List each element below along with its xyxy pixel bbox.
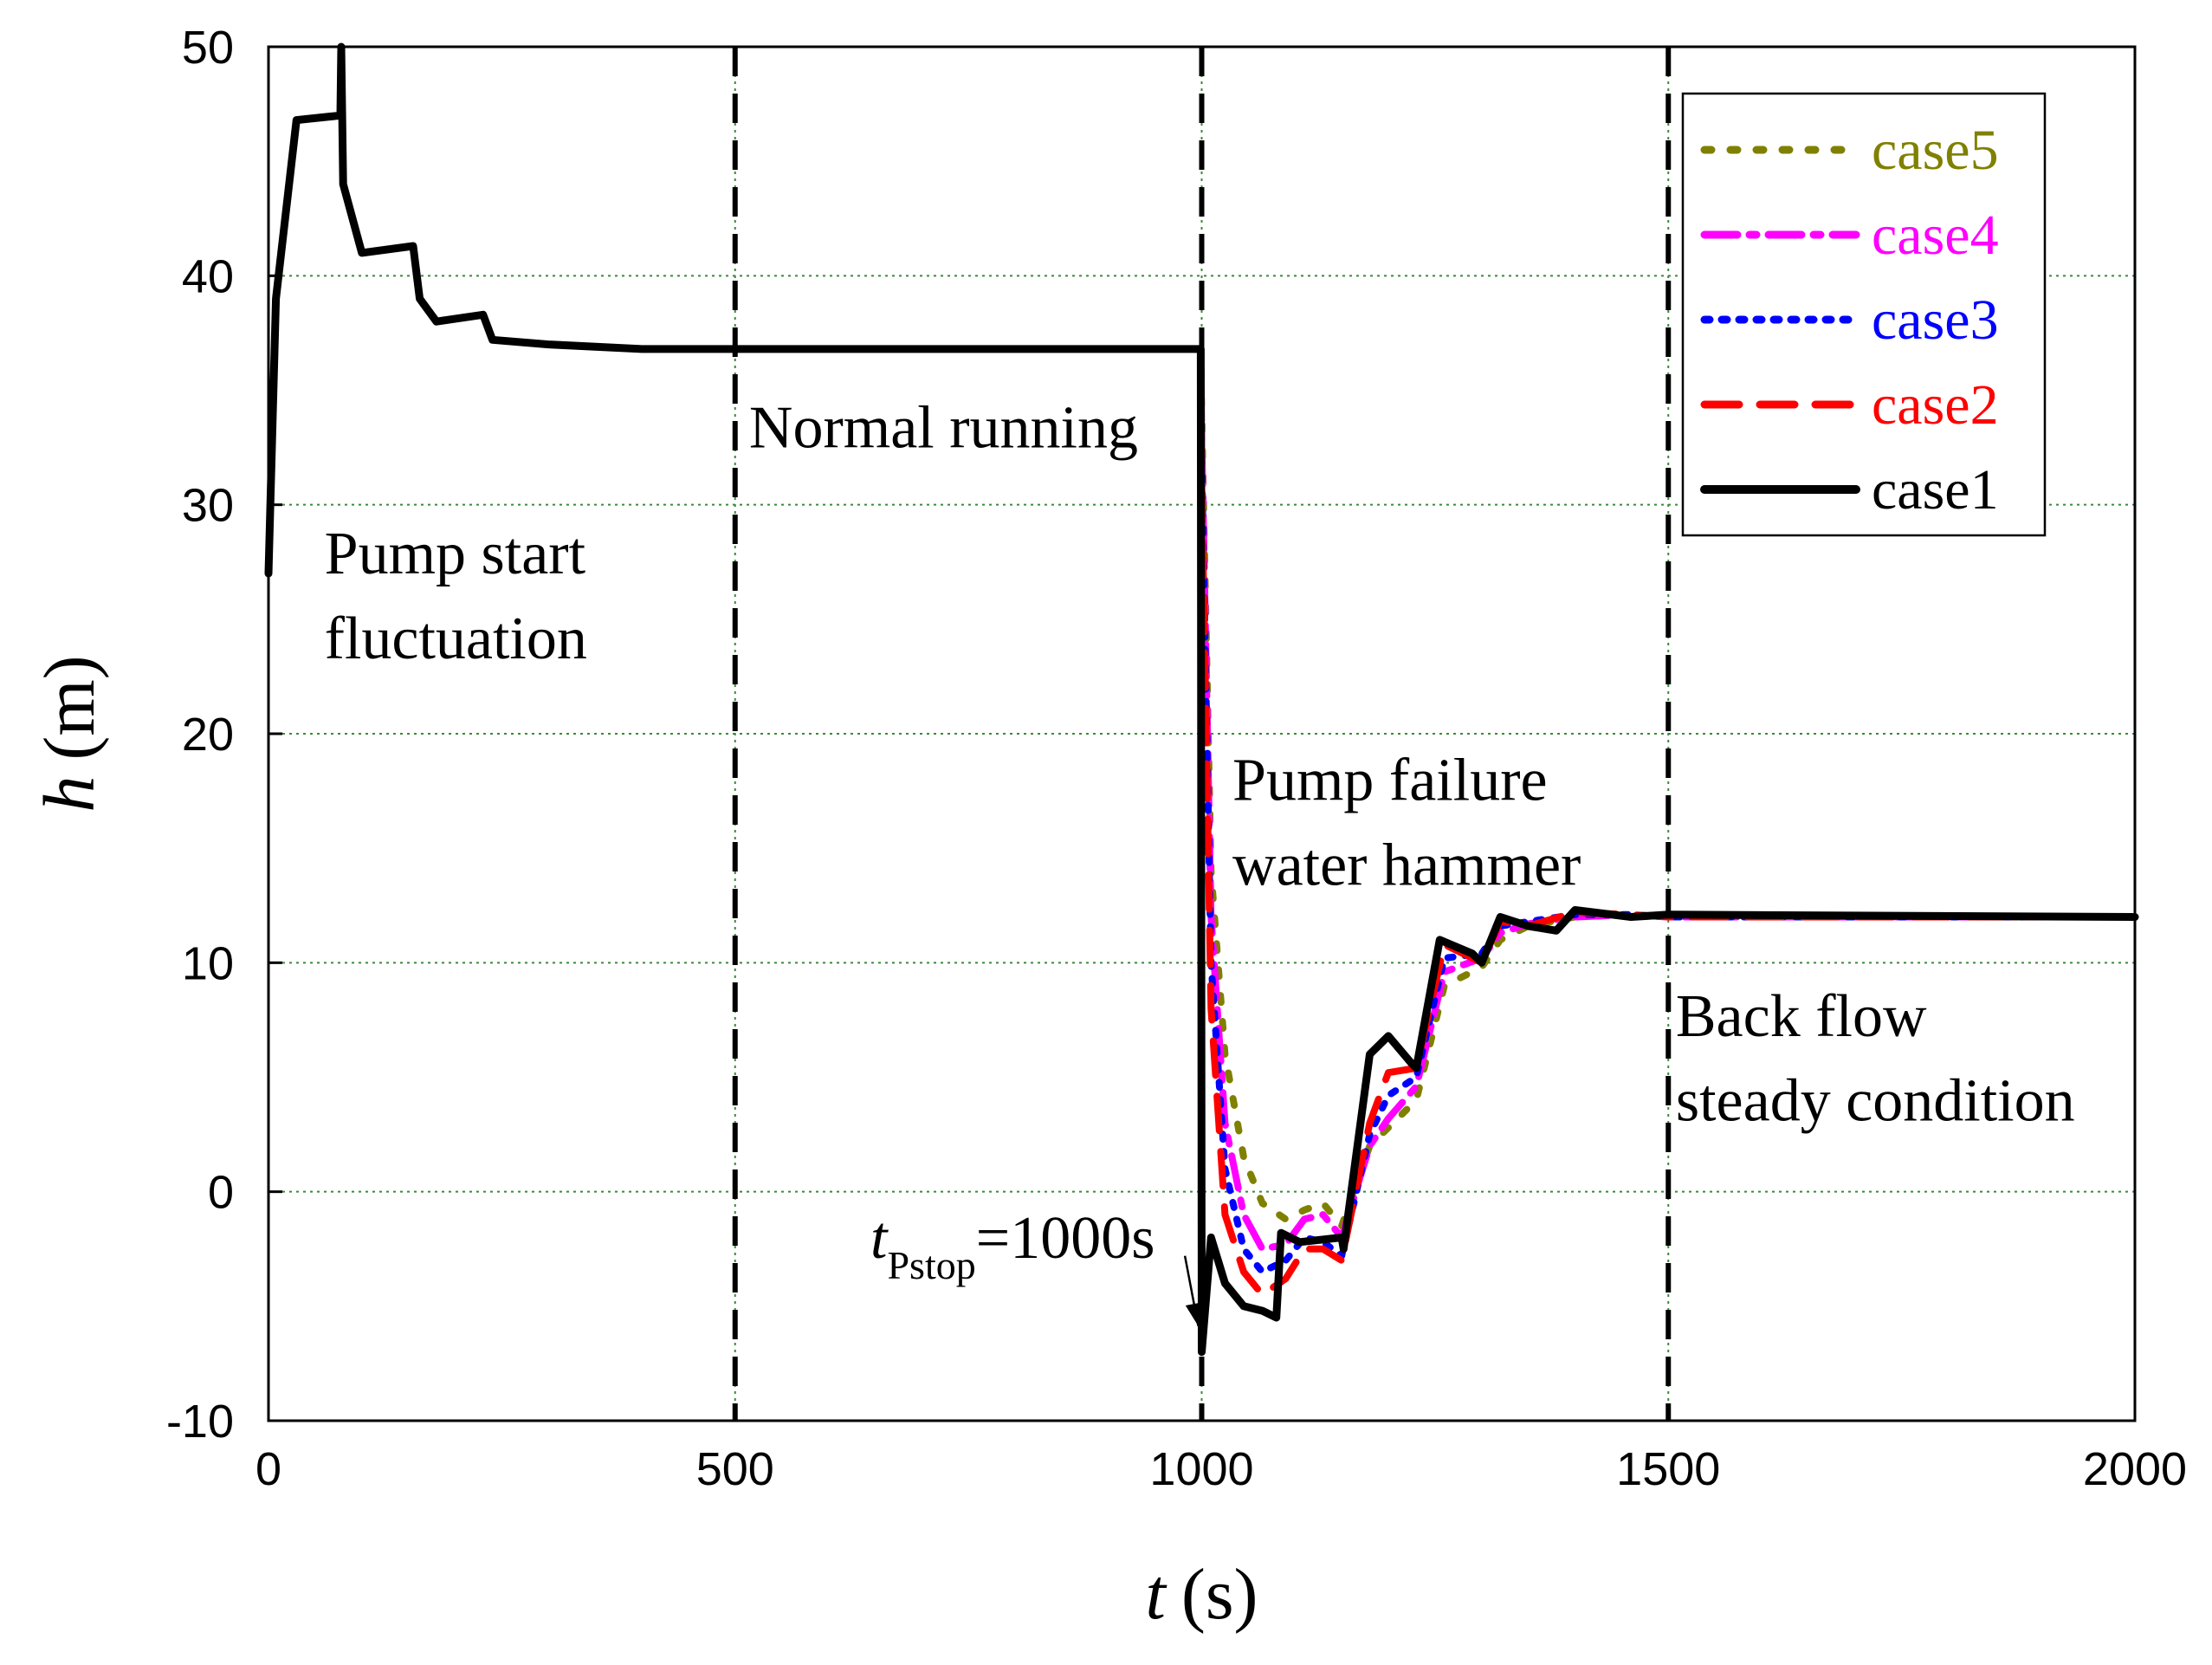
pstop-value: =1000s: [976, 1205, 1155, 1272]
y-axis-var: h: [29, 776, 110, 813]
pstop-label: tPstop=1000s: [870, 1205, 1155, 1287]
y-tick-label: 10: [182, 937, 234, 989]
y-tick-label: 20: [182, 709, 234, 761]
series-line-case1: [264, 42, 2139, 1357]
x-tick-label: 500: [696, 1443, 774, 1495]
x-tick-label: 1500: [1616, 1443, 1720, 1495]
pstop-annotation: tPstop=1000s: [870, 1205, 1203, 1326]
annotation-text: Normal running: [749, 395, 1138, 462]
y-axis-title: h (m): [29, 655, 110, 812]
legend-label-case5: case5: [1872, 119, 1999, 182]
annotation-text: Pump failure: [1232, 748, 1548, 814]
annotation-text: fluctuation: [325, 606, 587, 672]
x-axis-title: t (s): [1146, 1554, 1258, 1635]
legend-label-case2: case2: [1872, 373, 1999, 437]
annotation-text: Pump start: [325, 521, 586, 587]
x-tick-label: 1000: [1149, 1443, 1253, 1495]
pstop-arrow-head: [1185, 1302, 1203, 1326]
annotation-text: Back flow: [1676, 983, 1927, 1050]
tick-labels: 0 500 1000 1500 2000 -10 0 10 20 30 40 50: [166, 22, 2187, 1495]
legend: case5 case4 case3 case2 case1: [1681, 92, 2047, 537]
pstop-var: t: [870, 1205, 889, 1272]
legend-box: [1681, 92, 2047, 537]
pstop-subscript: Pstop: [887, 1243, 975, 1287]
x-axis-var: t: [1146, 1554, 1168, 1635]
legend-label-case1: case1: [1872, 458, 1999, 522]
y-tick-label: 30: [182, 480, 234, 532]
annotation-text: water hammer: [1232, 832, 1581, 898]
annotations: Pump start fluctuation Normal running Pump …: [325, 395, 2075, 1135]
legend-label-case4: case4: [1872, 204, 1999, 267]
series-line-case2: [265, 43, 2138, 1299]
y-tick-label: -10: [166, 1396, 234, 1448]
y-tick-label: 0: [208, 1167, 234, 1219]
y-axis-unit: (m): [29, 655, 110, 760]
x-tick-label: 0: [255, 1443, 281, 1495]
axis-ticks: [267, 45, 2137, 1422]
legend-label-case3: case3: [1872, 288, 1999, 352]
y-tick-label: 50: [182, 22, 234, 74]
y-tick-label: 40: [182, 250, 234, 302]
x-tick-label: 2000: [2083, 1443, 2187, 1495]
x-axis-unit: (s): [1181, 1554, 1258, 1635]
annotation-text: steady condition: [1676, 1068, 2075, 1135]
series-layer: [264, 42, 2139, 1357]
